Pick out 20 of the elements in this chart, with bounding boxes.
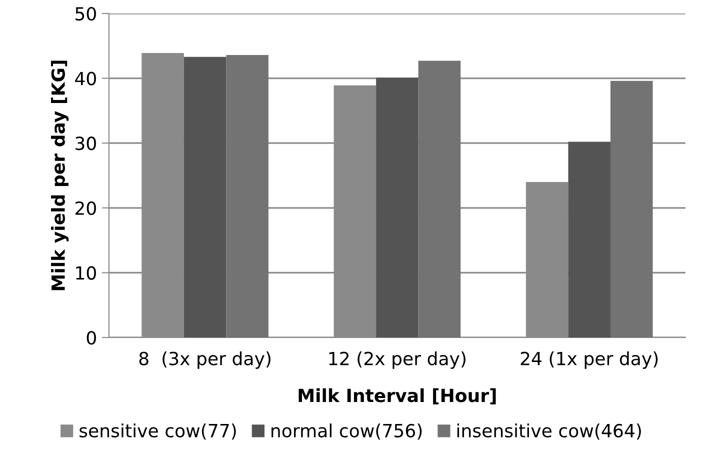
x-tick-label: 24 (1x per day) bbox=[520, 351, 658, 369]
y-tick-label: 30 bbox=[76, 136, 96, 150]
x-tick-label: 12 (2x per day) bbox=[329, 351, 466, 369]
legend-label: insensitive cow(464) bbox=[457, 424, 641, 440]
legend-label: sensitive cow(77) bbox=[80, 424, 236, 440]
y-tick-label: 0 bbox=[86, 330, 96, 345]
y-axis-title: Milk yield per day [KG] bbox=[51, 60, 69, 290]
y-tick-label: 10 bbox=[76, 266, 96, 280]
bar bbox=[226, 54, 268, 338]
y-tick-label: 50 bbox=[76, 6, 96, 21]
bar bbox=[376, 78, 418, 338]
legend-label: normal cow(756) bbox=[272, 424, 422, 440]
bar bbox=[568, 142, 610, 338]
x-tick-label: 8 (3x per day) bbox=[139, 351, 270, 369]
bar bbox=[418, 60, 461, 338]
y-tick-label: 20 bbox=[76, 201, 96, 216]
x-axis-title: Milk Interval [Hour] bbox=[298, 388, 496, 404]
bar bbox=[184, 56, 226, 338]
y-tick-label: 40 bbox=[75, 72, 96, 86]
bar bbox=[610, 80, 653, 338]
